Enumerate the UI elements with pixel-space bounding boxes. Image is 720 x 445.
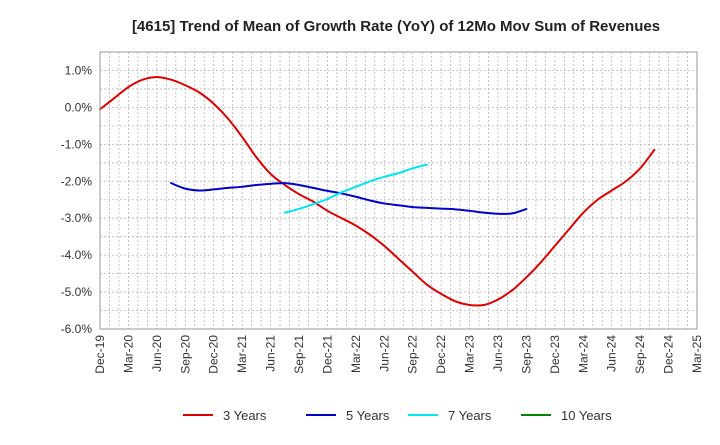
- y-tick-label: -3.0%: [61, 211, 93, 225]
- x-tick-label: Sep-21: [292, 335, 306, 374]
- series-line-7-years: [283, 163, 428, 214]
- x-tick-label: Dec-23: [548, 335, 562, 374]
- x-tick-label: Sep-24: [633, 335, 647, 374]
- legend-label: 5 Years: [346, 408, 390, 423]
- y-tick-label: -2.0%: [61, 174, 93, 188]
- x-tick-label: Mar-20: [121, 335, 135, 373]
- y-tick-label: 1.0%: [65, 63, 93, 77]
- y-tick-label: 0.0%: [65, 100, 93, 114]
- x-tick-label: Jun-20: [150, 335, 164, 372]
- x-tick-label: Jun-24: [605, 335, 619, 372]
- x-tick-label: Dec-19: [93, 335, 107, 374]
- y-tick-label: -1.0%: [61, 137, 93, 151]
- y-tick-label: -5.0%: [61, 285, 93, 299]
- y-tick-label: -6.0%: [61, 322, 93, 336]
- x-tick-label: Jun-22: [377, 335, 391, 372]
- x-tick-label: Mar-25: [690, 335, 704, 373]
- x-tick-label: Sep-20: [178, 335, 192, 374]
- x-tick-label: Mar-21: [235, 335, 249, 373]
- x-tick-label: Mar-24: [576, 335, 590, 373]
- series-line-5-years: [170, 182, 528, 215]
- legend: 3 Years 5 Years 7 Years 10 Years: [183, 408, 612, 423]
- x-tick-label: Dec-20: [207, 335, 221, 374]
- x-tick-label: Jun-21: [264, 335, 278, 372]
- series-line-3-years: [99, 76, 656, 307]
- x-tick-label: Dec-21: [320, 335, 334, 374]
- legend-label: 7 Years: [448, 408, 492, 423]
- series-layer: [99, 76, 656, 307]
- x-tick-label: Jun-23: [491, 335, 505, 372]
- x-axis: Dec-19 Mar-20 Jun-20 Sep-20 Dec-20 Mar-21 Jun-…: [93, 335, 704, 374]
- x-tick-label: Mar-22: [349, 335, 363, 373]
- legend-label: 3 Years: [223, 408, 267, 423]
- plot-area-frame: [99, 51, 698, 330]
- y-tick-label: -4.0%: [61, 248, 93, 262]
- chart-title: [4615] Trend of Mean of Growth Rate (YoY…: [132, 18, 660, 35]
- x-tick-label: Dec-24: [662, 335, 676, 374]
- x-tick-label: Mar-23: [463, 335, 477, 373]
- y-axis: 1.0% 0.0% -1.0% -2.0% -3.0% -4.0% -5.0% -6.0%: [61, 63, 93, 336]
- legend-label: 10 Years: [561, 408, 612, 423]
- x-tick-label: Sep-22: [406, 335, 420, 374]
- x-tick-label: Dec-22: [434, 335, 448, 374]
- x-tick-label: Sep-23: [519, 335, 533, 374]
